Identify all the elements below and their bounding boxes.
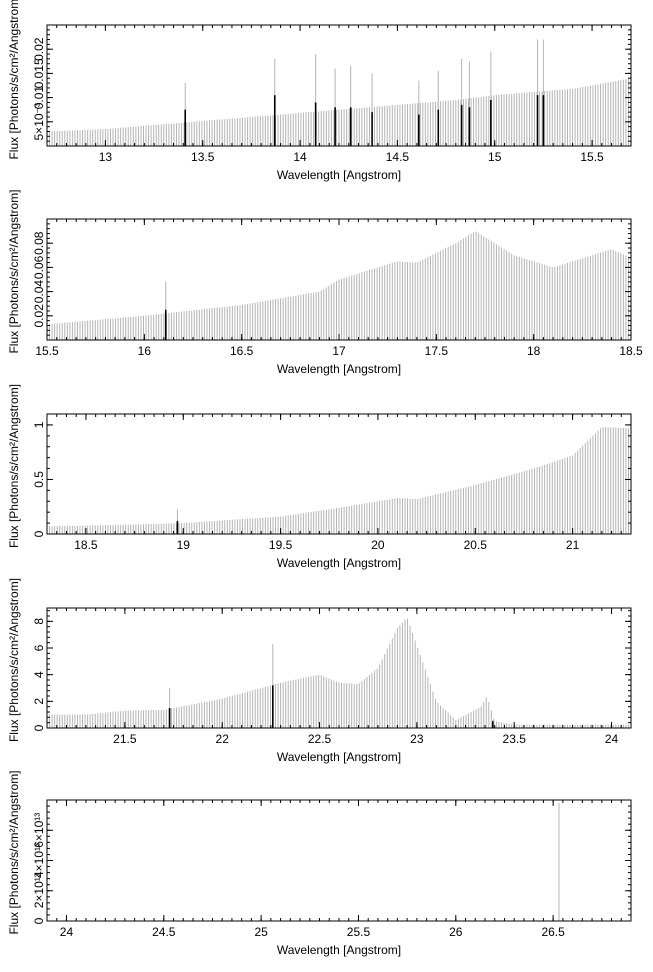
y-tick-label: 5×10⁻³ [32,103,46,140]
x-tick-label: 22.5 [308,732,332,746]
x-tick-label: 22 [216,732,230,746]
x-tick-label: 15 [488,150,502,164]
x-axis-label: Wavelength [Angstrom] [277,943,401,957]
x-tick-label: 15.5 [35,344,59,358]
y-tick-label: 1 [32,421,46,428]
x-tick-label: 14.5 [386,150,410,164]
y-tick-label: 8 [32,618,46,625]
x-axis-label: Wavelength [Angstrom] [277,168,401,182]
y-tick-label: 0 [32,724,46,731]
x-axis-label: Wavelength [Angstrom] [277,556,401,570]
x-tick-label: 19.5 [269,538,293,552]
x-tick-label: 23.5 [503,732,527,746]
y-axis-label: Flux [Photons/s/cm²/Angstrom] [7,384,21,548]
x-tick-label: 17.5 [425,344,449,358]
y-axis-label: Flux [Photons/s/cm²/Angstrom] [7,189,21,353]
y-tick-label: 0.06 [32,255,46,279]
x-tick-label: 26.5 [541,925,565,939]
y-tick-label: 4×10¹³ [32,843,46,878]
x-tick-label: 20.5 [464,538,488,552]
y-tick-label: 0 [32,530,46,537]
spectrum-panel-2: 15.5 16 16.5 17 17.5 18 18.5 0.020.040.060.08 Wa… [7,189,643,376]
x-tick-label: 21.5 [113,732,137,746]
y-axis-label: Flux [Photons/s/cm²/Angstrom] [7,578,21,742]
x-tick-label: 24 [605,732,619,746]
y-axis-label: Flux [Photons/s/cm²/Angstrom] [7,0,21,160]
x-tick-label: 17 [332,344,346,358]
plot-frame [46,799,632,922]
y-tick-label: 4 [32,671,46,678]
y-tick-label: 2 [32,698,46,705]
x-tick-label: 25 [254,925,268,939]
x-tick-label: 18 [527,344,541,358]
spectrum-bars [46,231,632,340]
x-tick-label: 16 [138,344,152,358]
spectrum-panel-3: 18.5 19 19.5 20 20.5 21 0 0.5 1 Wavelength [Angst… [7,384,632,570]
y-tick-label: 6×10¹³ [32,813,46,848]
x-tick-label: 23 [410,732,424,746]
y-tick-label: 6 [32,644,46,651]
spectrum-bars [46,39,632,146]
y-axis-label: Flux [Photons/s/cm²/Angstrom] [7,770,21,934]
x-tick-label: 14 [293,150,307,164]
y-tick-label: 0.08 [32,231,46,255]
x-tick-label: 26 [449,925,463,939]
y-tick-label: 0.015 [32,58,46,88]
x-tick-label: 24 [60,925,74,939]
x-tick-label: 19 [177,538,191,552]
x-tick-label: 13.5 [191,150,215,164]
x-tick-label: 20 [371,538,385,552]
x-tick-label: 16.5 [230,344,254,358]
x-tick-label: 18.5 [619,344,643,358]
y-tick-label: 0.5 [32,471,46,488]
x-tick-label: 21 [566,538,580,552]
x-tick-label: 13 [99,150,113,164]
y-tick-label: 0.04 [32,280,46,304]
x-axis-label: Wavelength [Angstrom] [277,362,401,376]
y-tick-label: 0.02 [32,304,46,328]
y-tick-label: 0 [32,917,46,924]
spectrum-bars [46,618,632,728]
y-tick-label: 0.02 [32,37,46,61]
y-tick-label: 0.01 [32,86,46,110]
x-axis-label: Wavelength [Angstrom] [277,750,401,764]
y-tick-label: 2×10¹³ [32,873,46,908]
x-tick-label: 25.5 [347,925,371,939]
spectrum-bars [46,427,632,534]
x-tick-label: 18.5 [74,538,98,552]
x-tick-label: 24.5 [152,925,176,939]
x-tick-label: 15.5 [580,150,604,164]
